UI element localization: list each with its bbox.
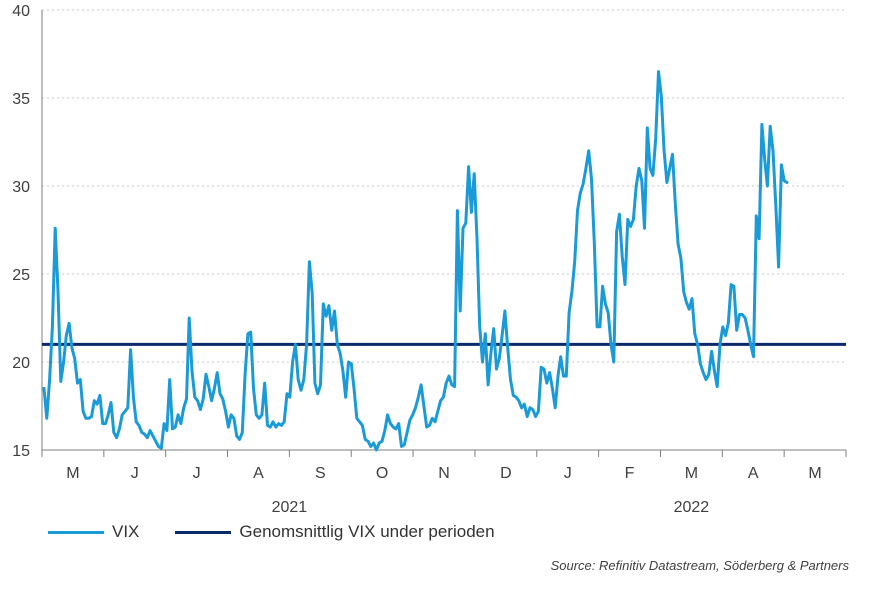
x-tick-label: F xyxy=(625,465,635,482)
y-tick-label: 40 xyxy=(12,3,30,20)
legend-item-average: Genomsnittlig VIX under perioden xyxy=(175,522,495,542)
x-tick-label: N xyxy=(438,465,450,482)
vix-series-line xyxy=(42,70,789,452)
legend-label-average: Genomsnittlig VIX under perioden xyxy=(239,522,495,541)
legend-item-vix: VIX xyxy=(48,522,139,542)
x-tick-label: M xyxy=(685,465,698,482)
year-label-2021: 2021 xyxy=(272,499,308,516)
legend-swatch-average xyxy=(175,530,232,534)
x-tick-label: J xyxy=(564,465,572,482)
x-tick-label: A xyxy=(748,465,759,482)
x-tick-label: D xyxy=(500,465,512,482)
x-tick-label: J xyxy=(193,465,201,482)
grid-lines xyxy=(42,9,846,363)
y-tick-label: 30 xyxy=(12,179,30,196)
y-tick-label: 35 xyxy=(12,91,30,108)
x-tick-label: M xyxy=(66,465,79,482)
y-tick-label: 25 xyxy=(12,267,30,284)
y-tick-label: 20 xyxy=(12,355,30,372)
y-tick-label: 15 xyxy=(12,443,30,460)
axes xyxy=(41,10,847,457)
x-tick-label: O xyxy=(376,465,388,482)
year-label-2022: 2022 xyxy=(674,499,710,516)
legend-label-vix: VIX xyxy=(112,522,140,541)
x-tick-label: M xyxy=(808,465,821,482)
x-tick-label: A xyxy=(253,465,264,482)
series-layer xyxy=(42,70,846,452)
source-note: Source: Refinitiv Datastream, Söderberg … xyxy=(550,558,849,573)
x-tick-label: J xyxy=(131,465,139,482)
axis-labels: 15 20 25 30 35 40 M J J A S O N D J F M A M 2021 2022 xyxy=(12,3,822,516)
legend-swatch-vix xyxy=(48,530,104,534)
legend: VIX Genomsnittlig VIX under perioden xyxy=(48,522,531,542)
x-tick-label: S xyxy=(315,465,326,482)
